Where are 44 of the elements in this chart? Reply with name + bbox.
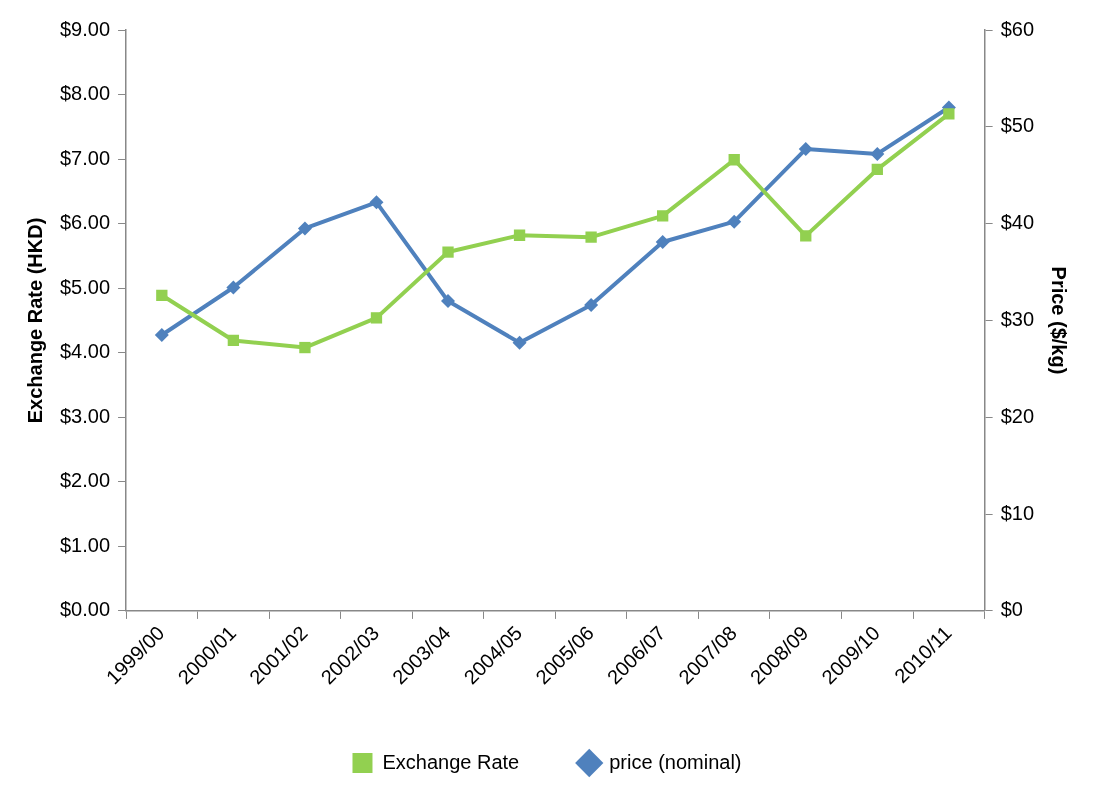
y2-tick-label: $60 — [1000, 17, 1035, 40]
y2-tick-label: $30 — [1000, 307, 1035, 330]
point — [442, 246, 454, 258]
point — [299, 341, 311, 354]
y2-tick-label: $40 — [1000, 211, 1035, 234]
point — [585, 231, 597, 243]
point — [297, 221, 312, 236]
y-tick-label: $9.00 — [59, 17, 111, 40]
point — [800, 230, 812, 242]
point — [156, 289, 168, 301]
y-tick-label: $7.00 — [59, 146, 111, 169]
point — [226, 280, 241, 295]
point — [369, 195, 384, 210]
y2-tick-label: $0 — [1000, 598, 1023, 621]
point — [513, 229, 526, 241]
point — [584, 297, 599, 312]
y-tick-label: $8.00 — [59, 82, 111, 105]
y2-tick-label: $10 — [1000, 501, 1035, 524]
point — [727, 214, 742, 229]
point — [655, 235, 670, 250]
y2-axis-title: Price ($/kg) — [1048, 266, 1071, 375]
y2-tick-label: $50 — [1000, 114, 1035, 137]
y-tick-label: $2.00 — [59, 469, 111, 492]
y-tick-label: $1.00 — [59, 533, 111, 556]
y-tick-label: $4.00 — [59, 340, 111, 363]
y-tick-label: $3.00 — [59, 404, 111, 427]
point — [728, 154, 740, 166]
y-axis-title: Exchange Rate (HKD) — [23, 217, 46, 424]
point — [227, 334, 240, 347]
y-tick-label: $0.00 — [59, 598, 111, 621]
point — [370, 312, 383, 324]
point — [943, 108, 955, 120]
point — [657, 210, 669, 222]
y2-tick-label: $20 — [1000, 404, 1035, 427]
y-tick-label: $5.00 — [59, 275, 111, 298]
point — [154, 327, 169, 342]
y-tick-label: $6.00 — [59, 211, 111, 234]
point — [871, 163, 883, 176]
legend-label: price (nominal) — [609, 750, 742, 773]
point — [512, 335, 527, 350]
legend-label: Exchange Rate — [382, 750, 520, 773]
point — [798, 142, 813, 157]
point — [870, 146, 885, 161]
point — [441, 294, 456, 309]
